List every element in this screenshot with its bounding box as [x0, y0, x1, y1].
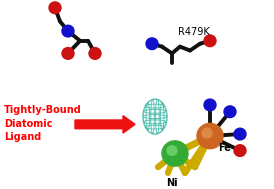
Circle shape: [224, 106, 236, 118]
Text: Fe: Fe: [218, 143, 231, 153]
Circle shape: [49, 2, 61, 14]
FancyArrow shape: [75, 116, 135, 133]
Text: Ni: Ni: [166, 178, 178, 188]
Circle shape: [204, 99, 216, 111]
Circle shape: [234, 145, 246, 156]
Circle shape: [162, 141, 188, 166]
Circle shape: [202, 128, 212, 138]
Text: R479K: R479K: [178, 27, 210, 37]
Text: Tightly-Bound: Tightly-Bound: [4, 105, 82, 115]
Circle shape: [167, 146, 177, 155]
Text: Diatomic: Diatomic: [4, 119, 53, 129]
Text: Ligand: Ligand: [4, 132, 41, 142]
Circle shape: [146, 38, 158, 50]
Circle shape: [204, 35, 216, 47]
Circle shape: [197, 123, 223, 149]
Circle shape: [62, 48, 74, 59]
Circle shape: [62, 25, 74, 37]
Circle shape: [234, 128, 246, 140]
Circle shape: [89, 48, 101, 59]
